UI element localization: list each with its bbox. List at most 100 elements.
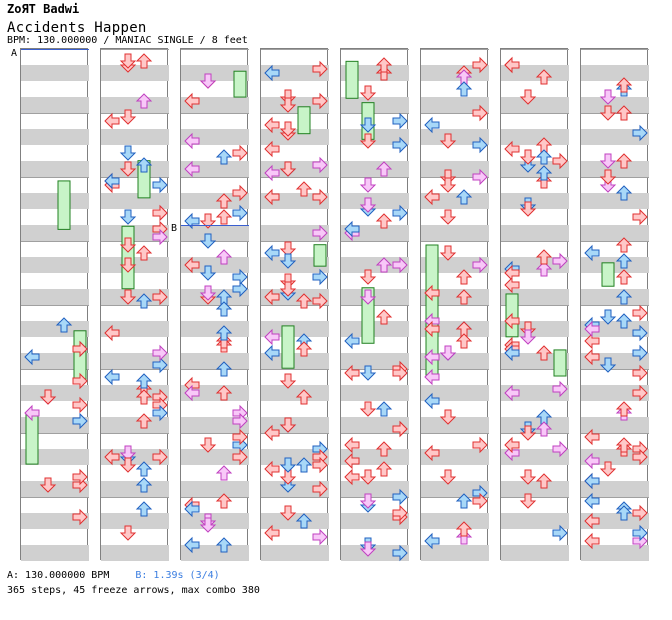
beat-stripe <box>501 65 569 81</box>
step-arrow <box>184 160 200 178</box>
step-arrow <box>199 437 217 453</box>
beat-stripe <box>261 65 329 81</box>
step-arrow <box>279 373 297 389</box>
step-arrow <box>552 252 568 270</box>
step-arrow <box>584 532 600 550</box>
measure-column-graphic <box>181 49 249 561</box>
beat-stripe <box>341 513 409 529</box>
step-arrow <box>264 140 280 158</box>
freeze-arrow <box>601 262 615 287</box>
beat-stripe <box>21 257 89 273</box>
step-arrow <box>344 452 360 470</box>
step-arrow <box>359 401 377 417</box>
step-arrow <box>552 440 568 458</box>
step-arrow <box>439 133 457 149</box>
step-arrow <box>279 253 297 269</box>
measure-column <box>180 48 249 561</box>
beat-stripe <box>501 385 569 401</box>
beat-stripe <box>21 225 89 241</box>
step-arrow <box>232 428 248 446</box>
step-arrow <box>24 404 40 422</box>
step-arrow <box>119 525 137 541</box>
step-arrow <box>279 281 297 297</box>
beat-stripe <box>101 545 169 561</box>
step-arrow <box>119 109 137 125</box>
bpm-marker-label: A <box>11 48 18 59</box>
step-arrow <box>584 492 600 510</box>
step-arrow <box>135 245 153 261</box>
beat-stripe <box>261 257 329 273</box>
freeze-arrow <box>345 60 359 99</box>
step-arrow <box>232 412 248 430</box>
step-arrow <box>392 136 408 154</box>
beat-stripe <box>581 97 649 113</box>
step-arrow <box>152 344 168 362</box>
beat-stripe <box>581 513 649 529</box>
beat-stripe <box>341 321 409 337</box>
step-arrow <box>535 165 553 181</box>
step-arrow <box>232 184 248 202</box>
step-arrow <box>375 441 393 457</box>
step-arrow <box>552 524 568 542</box>
step-arrow <box>535 421 553 437</box>
step-arrow <box>279 457 297 473</box>
measure-column-graphic <box>421 49 489 561</box>
step-arrow <box>424 116 440 134</box>
step-arrow <box>439 409 457 425</box>
step-arrow <box>135 53 153 69</box>
step-arrow <box>615 269 633 285</box>
step-arrow <box>264 116 280 134</box>
step-arrow <box>312 224 328 242</box>
step-arrow <box>184 92 200 110</box>
step-arrow <box>104 324 120 342</box>
step-arrow <box>472 436 488 454</box>
beat-stripe <box>261 225 329 241</box>
step-arrow <box>584 320 600 338</box>
beat-stripe <box>581 65 649 81</box>
step-arrow <box>632 124 648 142</box>
step-arrow <box>392 364 408 382</box>
freeze-arrow <box>553 349 567 377</box>
step-arrow <box>264 64 280 82</box>
step-arrow <box>359 493 377 509</box>
step-arrow <box>184 384 200 402</box>
step-arrow <box>39 477 57 493</box>
step-arrow <box>72 412 88 430</box>
step-arrow <box>472 136 488 154</box>
step-arrow <box>344 220 360 238</box>
step-arrow <box>279 505 297 521</box>
step-arrow <box>199 517 217 533</box>
step-arrow <box>55 317 73 333</box>
beat-stripe <box>261 321 329 337</box>
beat-stripe <box>21 65 89 81</box>
beat-stripe <box>261 289 329 305</box>
step-arrow <box>119 457 137 473</box>
step-arrow <box>184 536 200 554</box>
step-arrow <box>375 161 393 177</box>
beat-stripe <box>341 161 409 177</box>
step-arrow <box>312 456 328 474</box>
step-arrow <box>455 189 473 205</box>
step-arrow <box>632 324 648 342</box>
measure-column <box>580 48 649 561</box>
beat-stripe <box>421 417 489 433</box>
beat-stripe <box>581 289 649 305</box>
step-arrow <box>504 344 520 362</box>
step-arrow <box>215 325 233 341</box>
beat-stripe <box>21 161 89 177</box>
bpm-legend: A: 130.000000 BPM <box>7 570 110 581</box>
song-title: Accidents Happen <box>7 20 147 36</box>
beat-stripe <box>501 481 569 497</box>
step-arrow <box>359 177 377 193</box>
beat-stripe <box>581 545 649 561</box>
step-arrow <box>215 193 233 209</box>
step-arrow <box>359 365 377 381</box>
step-arrow <box>215 493 233 509</box>
step-arrow <box>455 269 473 285</box>
step-arrow <box>375 213 393 229</box>
step-arrow <box>359 269 377 285</box>
step-arrow <box>215 361 233 377</box>
step-arrow <box>104 172 120 190</box>
beat-stripe <box>261 545 329 561</box>
step-arrow <box>439 209 457 225</box>
